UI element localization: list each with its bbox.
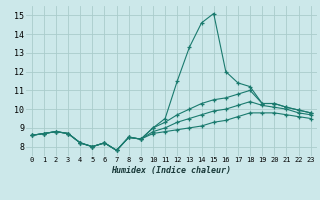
X-axis label: Humidex (Indice chaleur): Humidex (Indice chaleur) [111, 166, 231, 175]
